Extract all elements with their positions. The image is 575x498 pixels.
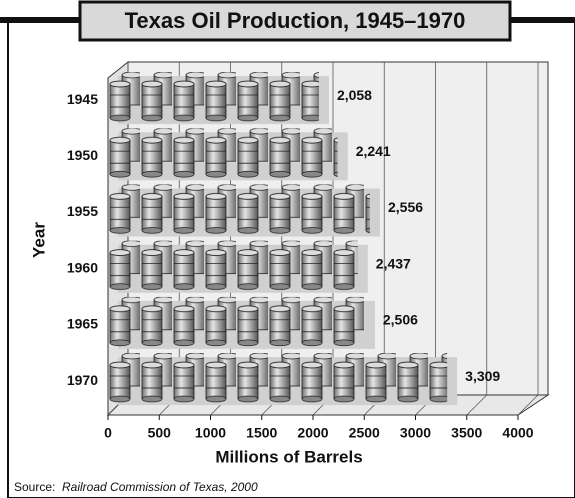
y-tick-label: 1960 (67, 259, 98, 275)
y-tick-label: 1950 (67, 147, 98, 163)
y-tick-label: 1970 (67, 372, 98, 388)
chart: Texas Oil Production, 1945–1970 Millions… (0, 0, 575, 498)
y-tick-label: 1945 (67, 91, 98, 107)
y-tick-label: 1965 (67, 316, 98, 332)
value-label: 2,241 (356, 143, 391, 159)
x-tick-label: 0 (104, 425, 112, 441)
bar (108, 297, 365, 349)
bar (108, 353, 447, 405)
bar (108, 128, 338, 180)
chart-title: Texas Oil Production, 1945–1970 (125, 8, 466, 33)
value-label: 2,506 (383, 312, 418, 328)
value-label: 2,058 (337, 87, 372, 103)
y-axis-title: Year (29, 222, 48, 258)
value-label: 2,556 (388, 199, 423, 215)
x-tick-label: 1000 (195, 425, 226, 441)
x-tick-label: 2500 (349, 425, 380, 441)
bar (108, 185, 370, 237)
source-label: Source: (14, 480, 55, 494)
y-tick-label: 1955 (67, 203, 98, 219)
bar (108, 72, 319, 124)
value-label: 3,309 (465, 368, 500, 384)
value-label: 2,437 (376, 255, 411, 271)
bar (108, 241, 358, 293)
x-axis-title: Millions of Barrels (215, 447, 362, 466)
x-tick-label: 3000 (400, 425, 431, 441)
x-tick-label: 2000 (297, 425, 328, 441)
x-tick-label: 1500 (246, 425, 277, 441)
x-tick-label: 4000 (502, 425, 533, 441)
x-tick-label: 500 (148, 425, 172, 441)
source: Railroad Commission of Texas, 2000 (62, 480, 258, 494)
x-tick-label: 3500 (451, 425, 482, 441)
